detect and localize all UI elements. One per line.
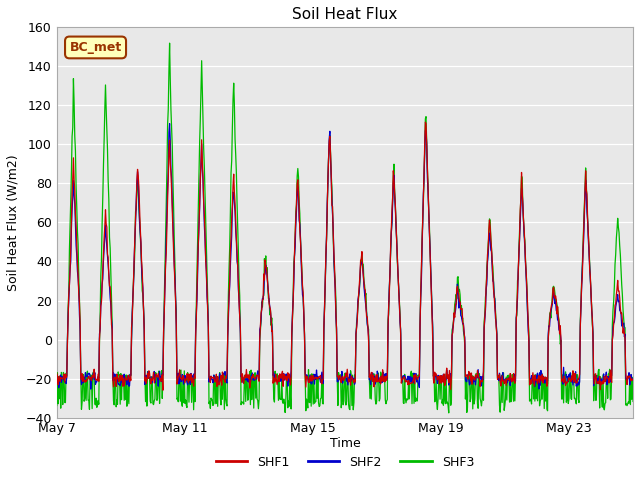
Text: BC_met: BC_met <box>69 41 122 54</box>
SHF1 <box>520 217 527 223</box>
SHF3 <box>445 410 452 416</box>
SHF2 <box>190 371 198 377</box>
SHF1 <box>629 377 637 383</box>
SHF1 <box>422 119 429 125</box>
SHF1 <box>380 379 388 384</box>
SHF2 <box>87 386 95 392</box>
SHF2 <box>381 372 388 377</box>
SHF2 <box>166 120 173 126</box>
SHF3 <box>629 398 637 404</box>
X-axis label: Time: Time <box>330 437 360 450</box>
SHF3 <box>74 228 81 234</box>
SHF1 <box>159 387 167 393</box>
SHF1 <box>263 272 271 278</box>
SHF2 <box>264 281 271 287</box>
SHF1 <box>74 260 81 265</box>
Legend: SHF1, SHF2, SHF3: SHF1, SHF2, SHF3 <box>211 451 479 474</box>
SHF1 <box>189 380 197 386</box>
SHF3 <box>263 264 271 270</box>
Title: Soil Heat Flux: Soil Heat Flux <box>292 7 397 22</box>
SHF2 <box>294 195 302 201</box>
SHF3 <box>189 374 197 380</box>
Line: SHF2: SHF2 <box>57 123 633 389</box>
SHF3 <box>520 217 527 223</box>
SHF2 <box>74 268 81 274</box>
SHF3 <box>380 375 388 381</box>
SHF1 <box>53 371 61 376</box>
SHF2 <box>53 372 61 378</box>
Y-axis label: Soil Heat Flux (W/m2): Soil Heat Flux (W/m2) <box>7 154 20 291</box>
SHF2 <box>520 219 527 225</box>
SHF2 <box>629 376 637 382</box>
SHF3 <box>294 166 301 171</box>
Line: SHF1: SHF1 <box>57 122 633 390</box>
SHF3 <box>166 40 173 46</box>
SHF3 <box>53 403 61 408</box>
Line: SHF3: SHF3 <box>57 43 633 413</box>
SHF1 <box>294 177 301 183</box>
